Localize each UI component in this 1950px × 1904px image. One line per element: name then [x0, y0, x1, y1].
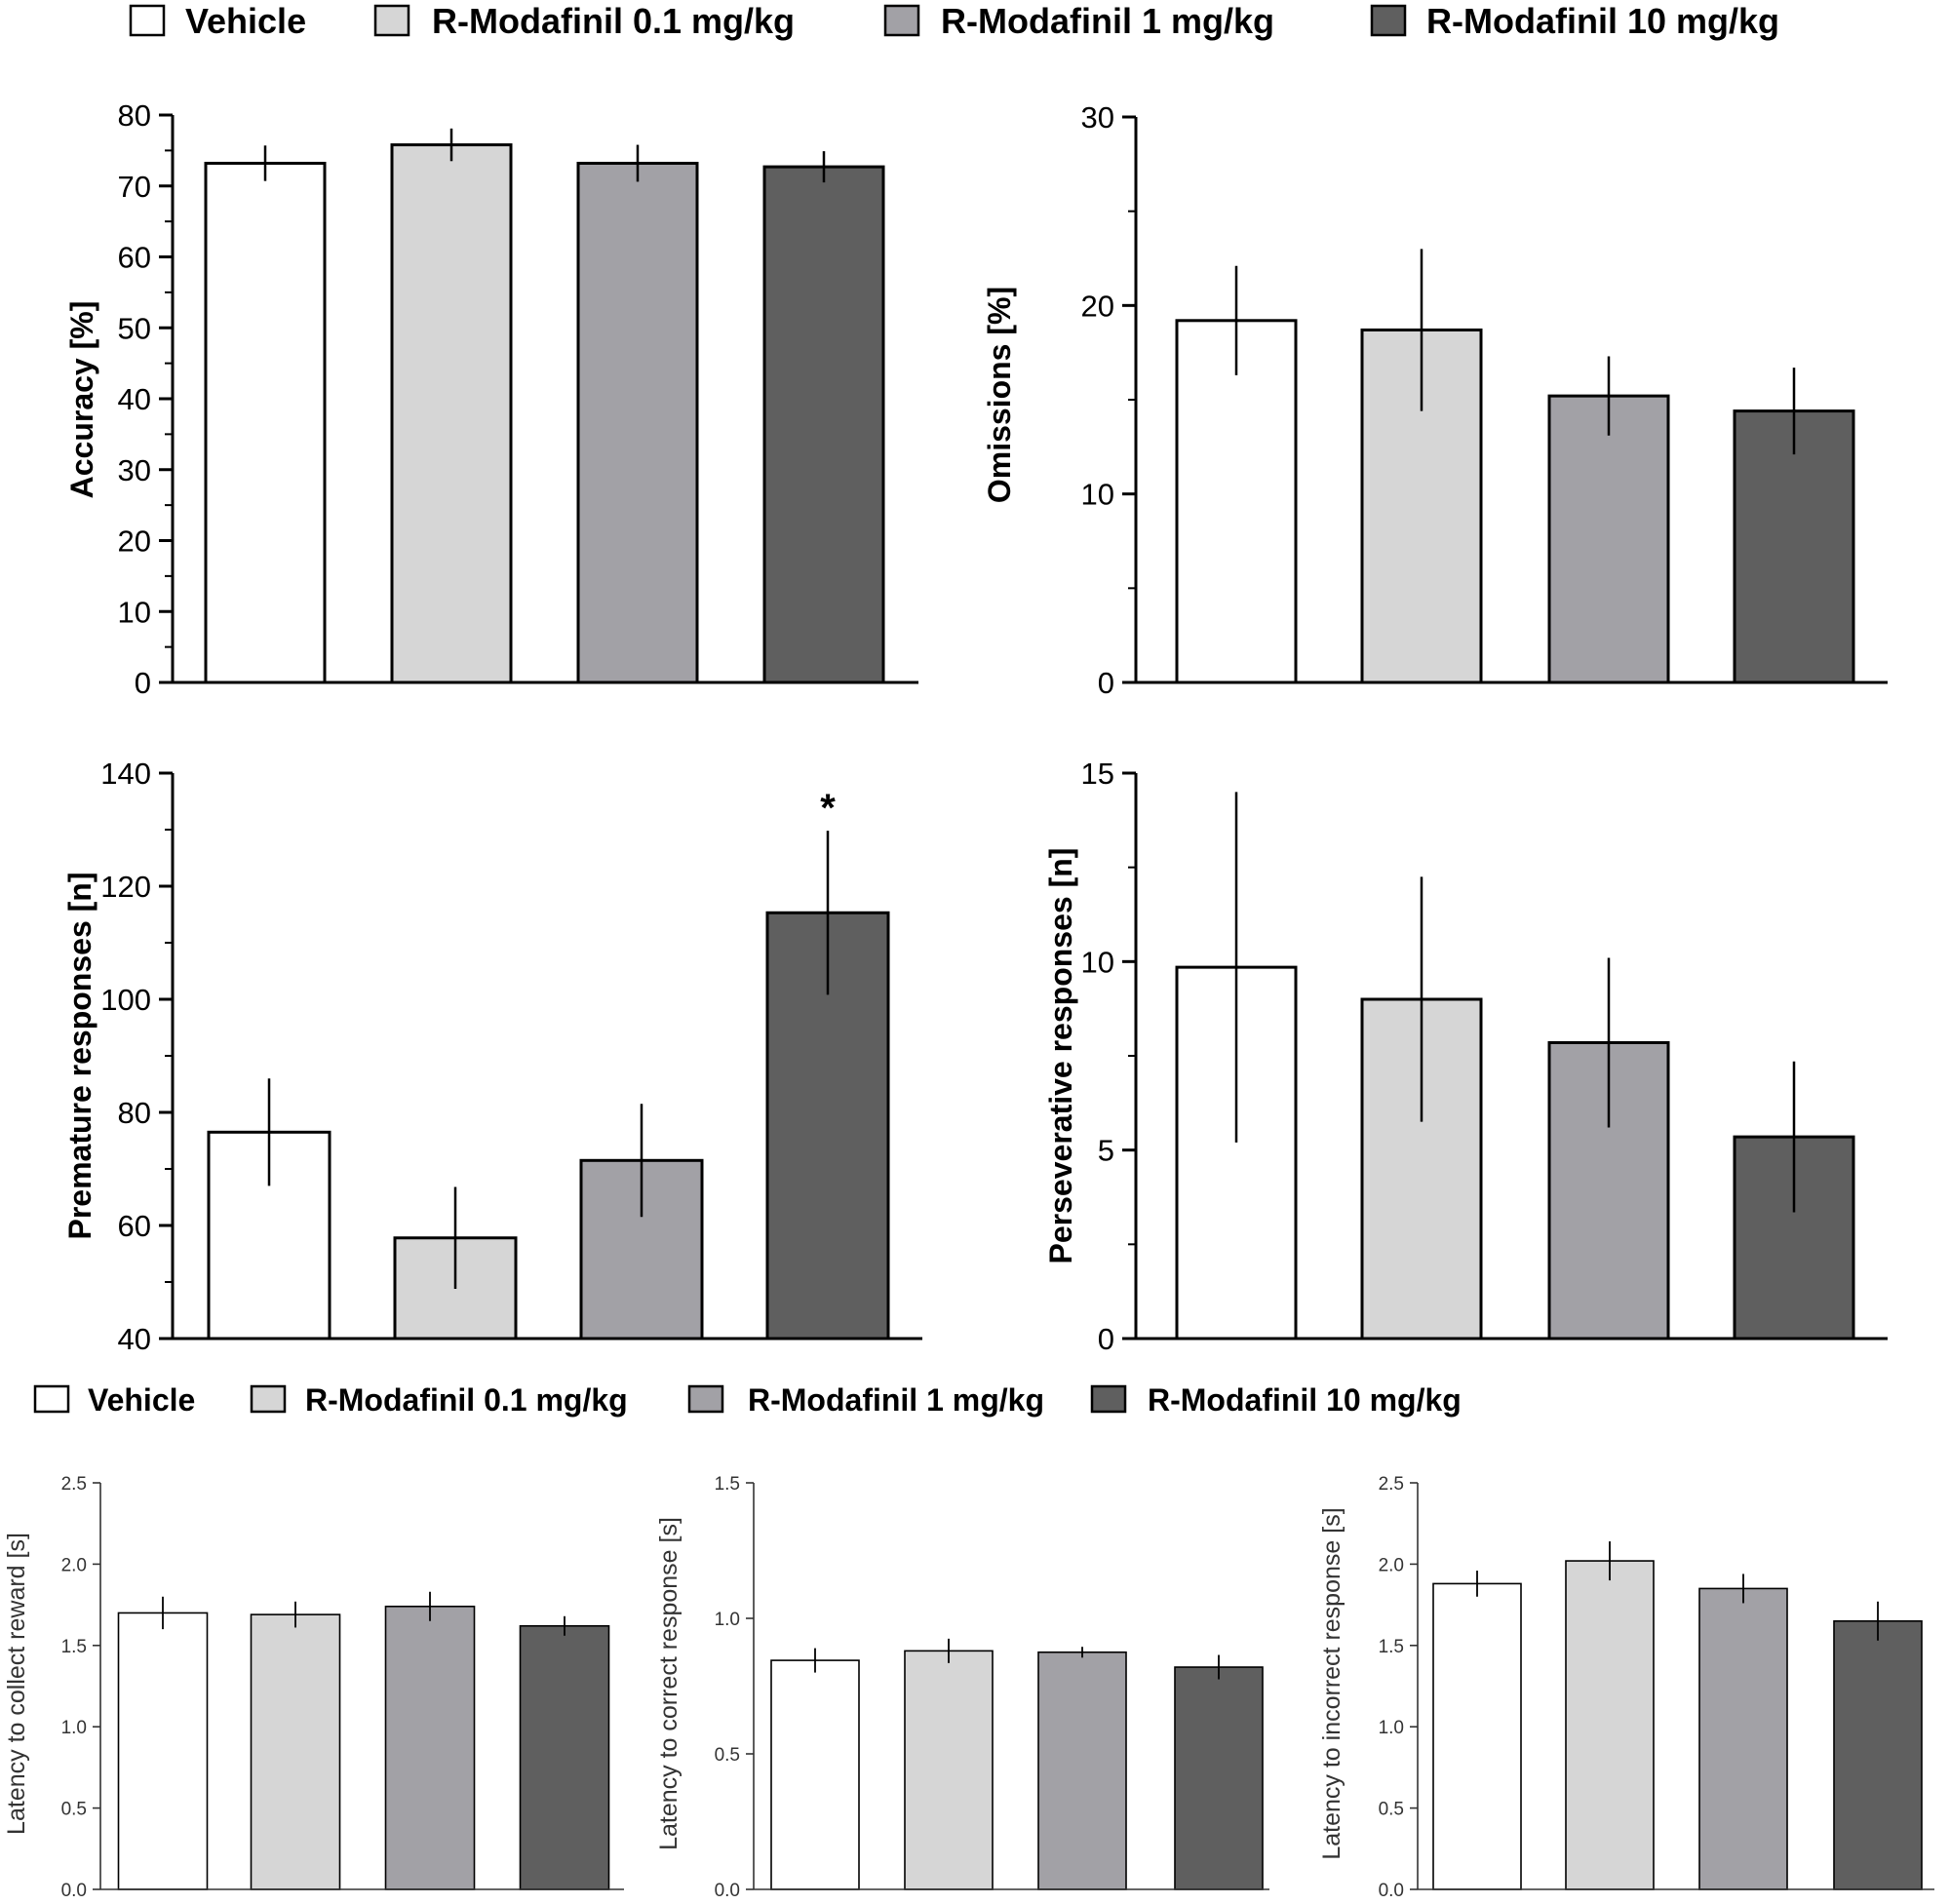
- y-tick-label: 100: [100, 983, 151, 1017]
- y-tick-label: 15: [1081, 757, 1114, 791]
- legend-label-vehicle: Vehicle: [185, 1, 306, 41]
- legend-bottom-swatch-0-1: [250, 1384, 287, 1414]
- bar-omissions-3: [1547, 394, 1670, 684]
- legend-top-item-0-1: R-Modafinil 0.1 mg/kg: [373, 1, 795, 41]
- legend-swatch-0-1: [373, 4, 410, 37]
- legend-bottom-label-vehicle: Vehicle: [88, 1382, 195, 1418]
- bar-latency_correct-1: [770, 1659, 860, 1890]
- legend-bottom-swatch-10: [1090, 1384, 1127, 1414]
- y-tick-label: 2.5: [61, 1474, 87, 1495]
- y-tick-label: 1.5: [715, 1474, 740, 1495]
- legend-swatch-vehicle: [129, 4, 166, 37]
- legend-swatch-10: [1370, 4, 1407, 37]
- legend-bottom-item-1: R-Modafinil 1 mg/kg: [687, 1382, 1044, 1418]
- legend-bottom-label-10: R-Modafinil 10 mg/kg: [1148, 1382, 1462, 1418]
- y-tick-label: 10: [118, 595, 151, 629]
- legend-bottom-label-1: R-Modafinil 1 mg/kg: [748, 1382, 1044, 1418]
- bar-accuracy-3: [576, 161, 699, 684]
- y-tick-label: 1.5: [1379, 1637, 1404, 1657]
- y-tick-label: 30: [1081, 100, 1114, 135]
- y-tick-label: 0.0: [1379, 1881, 1404, 1901]
- bar-latency_reward-2: [250, 1613, 341, 1890]
- y-tick-label: 0.5: [1379, 1800, 1404, 1820]
- y-tick-label: 0.5: [715, 1745, 740, 1766]
- bar-latency_incorrect-1: [1432, 1582, 1522, 1890]
- y-tick-label: 1.0: [1379, 1718, 1404, 1738]
- bar-accuracy-2: [390, 143, 513, 684]
- y-tick-label: 70: [118, 170, 151, 204]
- legend-bottom-item-vehicle: Vehicle: [33, 1382, 195, 1418]
- y-tick-label: 60: [118, 241, 151, 275]
- bar-latency_incorrect-2: [1565, 1560, 1655, 1890]
- y-tick-label: 1.5: [61, 1637, 87, 1657]
- y-tick-label: 1.0: [715, 1610, 740, 1630]
- y-tick-label: 10: [1081, 945, 1114, 979]
- chart-perseverative-responses: 0 5 10 15 Perseverative responses [n]: [1043, 757, 1888, 1356]
- legend-label-0-1: R-Modafinil 0.1 mg/kg: [432, 1, 795, 41]
- y-tick-label: 140: [100, 757, 151, 791]
- y-tick-label: 20: [1081, 289, 1114, 323]
- bar-latency_correct-3: [1037, 1651, 1127, 1890]
- legend-top: Vehicle R-Modafinil 0.1 mg/kg R-Modafini…: [129, 1, 1779, 41]
- legend-top-item-10: R-Modafinil 10 mg/kg: [1370, 1, 1779, 41]
- chart-premature-responses: * 40 60 80 100 120 140 Premature responses [n]: [62, 757, 922, 1356]
- legend-label-1: R-Modafinil 1 mg/kg: [941, 1, 1274, 41]
- y-axis-label-latency_incorrect: Latency to incorrect response [s]: [1318, 1507, 1346, 1859]
- y-tick-label: 0.5: [61, 1800, 87, 1820]
- y-tick-label: 0.0: [715, 1881, 740, 1901]
- bar-latency_incorrect-4: [1833, 1619, 1923, 1890]
- bar-latency_correct-2: [904, 1650, 994, 1890]
- bar-latency_reward-4: [519, 1624, 610, 1890]
- bar-latency_incorrect-3: [1698, 1587, 1788, 1890]
- y-axis-label-latency_reward: Latency to collect reward [s]: [3, 1533, 30, 1835]
- legend-bottom-swatch-1: [687, 1384, 724, 1414]
- chart-latency-correct-response: 0.0 0.5 1.0 1.5 Latency to correct response …: [655, 1474, 1269, 1901]
- y-axis-label-omissions: Omissions [%]: [982, 287, 1017, 503]
- y-tick-label: 80: [118, 1096, 151, 1130]
- y-tick-label: 2.0: [61, 1555, 87, 1575]
- y-tick-label: 0: [1098, 666, 1114, 700]
- legend-top-item-1: R-Modafinil 1 mg/kg: [883, 1, 1274, 41]
- chart-latency-incorrect-response: 0.0 0.5 1.0 1.5 2.0 2.5 Latency to incorrect r…: [1318, 1474, 1934, 1901]
- y-axis-label-perseverative: Perseverative responses [n]: [1043, 848, 1078, 1264]
- significance-marker: *: [820, 787, 836, 830]
- y-tick-label: 2.0: [1379, 1555, 1404, 1575]
- y-tick-label: 50: [118, 311, 151, 345]
- y-tick-label: 60: [118, 1209, 151, 1243]
- y-tick-label: 40: [118, 382, 151, 416]
- y-tick-label: 0.0: [61, 1881, 87, 1901]
- chart-omissions: 0 10 20 30 Omissions [%]: [982, 100, 1888, 700]
- y-tick-label: 20: [118, 525, 151, 559]
- y-tick-label: 40: [118, 1322, 151, 1356]
- legend-bottom-item-10: R-Modafinil 10 mg/kg: [1090, 1382, 1462, 1418]
- bar-accuracy-4: [762, 165, 885, 684]
- bar-omissions-1: [1175, 319, 1298, 684]
- legend-bottom-label-0-1: R-Modafinil 0.1 mg/kg: [305, 1382, 628, 1418]
- legend-top-item-vehicle: Vehicle: [129, 1, 306, 41]
- legend-bottom-item-0-1: R-Modafinil 0.1 mg/kg: [250, 1382, 628, 1418]
- y-axis-label-latency_correct: Latency to correct response [s]: [655, 1517, 682, 1850]
- bar-accuracy-1: [204, 161, 327, 684]
- chart-accuracy: 0 10 20 30 40 50 60 70 80 Accuracy [%]: [64, 98, 918, 700]
- y-tick-label: 30: [118, 453, 151, 487]
- y-tick-label: 0: [1098, 1322, 1114, 1356]
- bar-latency_reward-3: [384, 1605, 476, 1890]
- legend-bottom: Vehicle R-Modafinil 0.1 mg/kg R-Modafini…: [33, 1382, 1462, 1418]
- y-tick-label: 1.0: [61, 1718, 87, 1738]
- y-tick-label: 120: [100, 870, 151, 904]
- y-tick-label: 2.5: [1379, 1474, 1404, 1495]
- chart-latency-collect-reward: 0.0 0.5 1.0 1.5 2.0 2.5 Latency to collect rew…: [3, 1474, 624, 1901]
- legend-label-10: R-Modafinil 10 mg/kg: [1426, 1, 1779, 41]
- legend-swatch-1: [883, 4, 920, 37]
- y-axis-label-premature: Premature responses [n]: [62, 872, 98, 1239]
- bar-latency_correct-4: [1174, 1666, 1264, 1890]
- bar-latency_reward-1: [117, 1612, 209, 1890]
- y-axis-label-accuracy: Accuracy [%]: [64, 301, 99, 499]
- y-tick-label: 10: [1081, 478, 1114, 512]
- legend-bottom-swatch-vehicle: [33, 1384, 70, 1414]
- y-tick-label: 80: [118, 98, 151, 133]
- y-tick-label: 0: [135, 666, 151, 700]
- y-tick-label: 5: [1098, 1134, 1114, 1168]
